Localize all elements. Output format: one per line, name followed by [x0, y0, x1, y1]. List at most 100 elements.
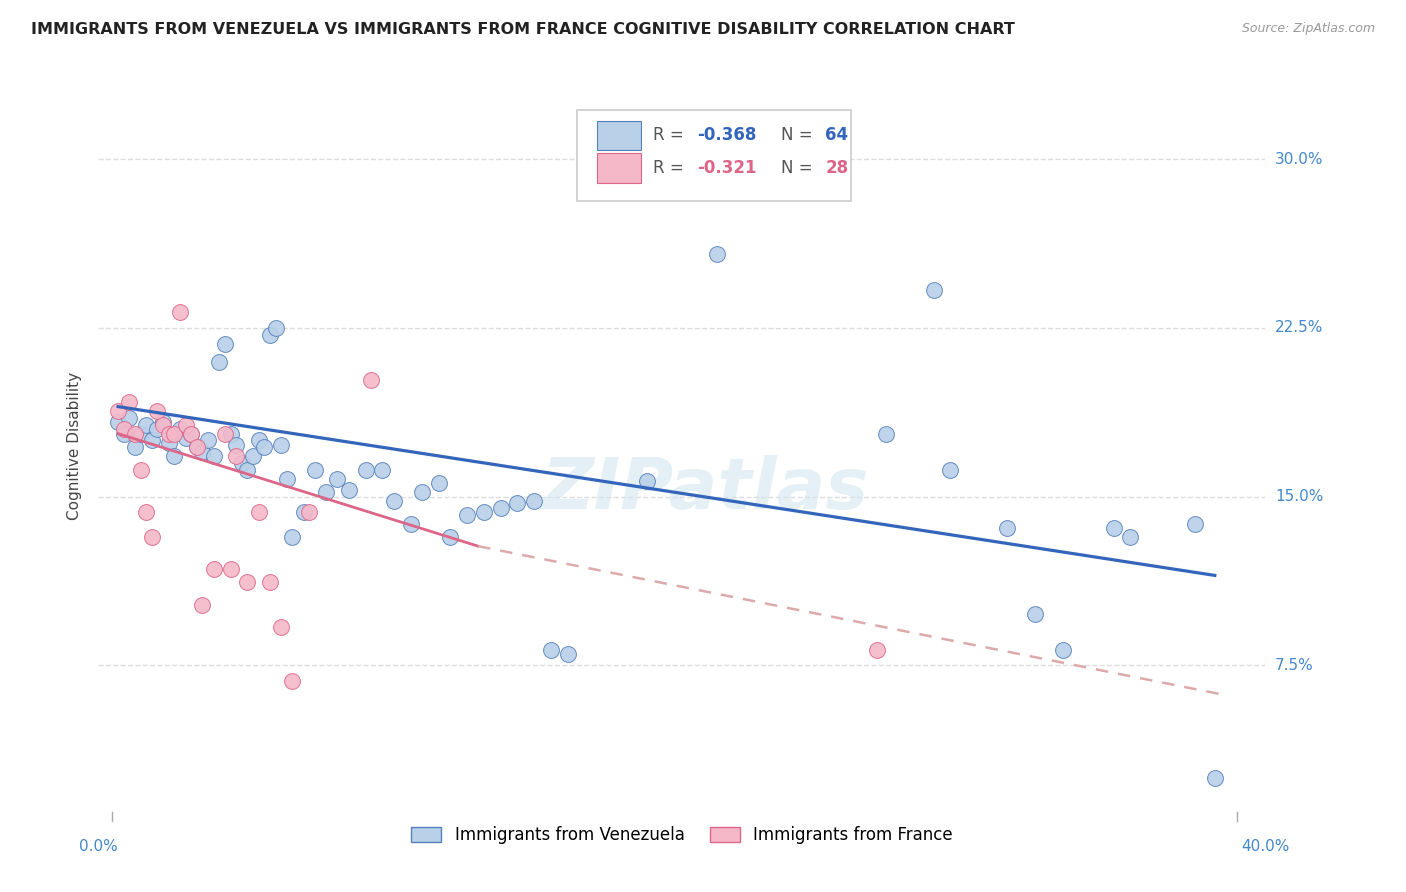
- Point: [866, 642, 889, 657]
- Point: [169, 305, 191, 319]
- Point: [180, 426, 202, 441]
- Point: [506, 496, 529, 510]
- Point: [523, 494, 546, 508]
- Text: 7.5%: 7.5%: [1275, 658, 1313, 673]
- Text: IMMIGRANTS FROM VENEZUELA VS IMMIGRANTS FROM FRANCE COGNITIVE DISABILITY CORRELA: IMMIGRANTS FROM VENEZUELA VS IMMIGRANTS …: [31, 22, 1015, 37]
- Point: [163, 426, 186, 441]
- Text: ZIPatlas: ZIPatlas: [541, 456, 869, 524]
- Point: [225, 438, 247, 452]
- Point: [292, 505, 315, 519]
- Point: [472, 505, 495, 519]
- Point: [264, 321, 287, 335]
- Point: [1024, 607, 1046, 621]
- Point: [270, 620, 292, 634]
- Point: [118, 395, 141, 409]
- Point: [225, 449, 247, 463]
- Point: [135, 417, 157, 432]
- Point: [129, 462, 152, 476]
- Point: [242, 449, 264, 463]
- Point: [259, 575, 281, 590]
- Point: [129, 426, 152, 441]
- Point: [540, 642, 562, 657]
- Point: [169, 422, 191, 436]
- Point: [270, 438, 292, 452]
- Point: [439, 530, 461, 544]
- Point: [1052, 642, 1074, 657]
- Text: 30.0%: 30.0%: [1275, 152, 1323, 167]
- Text: N =: N =: [782, 126, 818, 145]
- Point: [770, 145, 793, 160]
- Point: [995, 521, 1018, 535]
- Text: Source: ZipAtlas.com: Source: ZipAtlas.com: [1241, 22, 1375, 36]
- Point: [214, 336, 236, 351]
- Point: [197, 434, 219, 448]
- Point: [1204, 771, 1226, 785]
- Point: [382, 494, 405, 508]
- Point: [219, 562, 242, 576]
- Point: [124, 426, 146, 441]
- Point: [411, 485, 433, 500]
- FancyBboxPatch shape: [576, 110, 851, 201]
- Point: [276, 472, 298, 486]
- Point: [456, 508, 478, 522]
- Point: [1119, 530, 1142, 544]
- Point: [174, 417, 197, 432]
- Text: 28: 28: [825, 159, 849, 177]
- Point: [247, 505, 270, 519]
- Point: [259, 327, 281, 342]
- Point: [112, 422, 135, 436]
- Point: [214, 426, 236, 441]
- Point: [124, 440, 146, 454]
- Text: 0.0%: 0.0%: [79, 839, 118, 855]
- Point: [557, 647, 579, 661]
- Point: [107, 416, 129, 430]
- Point: [141, 530, 163, 544]
- Point: [208, 354, 231, 368]
- Point: [354, 462, 377, 476]
- Point: [107, 404, 129, 418]
- Point: [157, 435, 180, 450]
- Point: [337, 483, 360, 497]
- Point: [371, 462, 394, 476]
- Point: [231, 456, 253, 470]
- Point: [326, 472, 349, 486]
- Text: 22.5%: 22.5%: [1275, 320, 1323, 335]
- Point: [157, 426, 180, 441]
- Point: [236, 575, 259, 590]
- Point: [281, 530, 304, 544]
- Point: [141, 434, 163, 448]
- Text: -0.321: -0.321: [697, 159, 756, 177]
- Point: [146, 404, 169, 418]
- Point: [135, 505, 157, 519]
- Text: R =: R =: [652, 126, 689, 145]
- Point: [281, 674, 304, 689]
- Point: [236, 462, 259, 476]
- Point: [489, 500, 512, 515]
- Point: [118, 410, 141, 425]
- Text: 40.0%: 40.0%: [1241, 839, 1289, 855]
- Point: [253, 440, 276, 454]
- Point: [315, 485, 337, 500]
- Point: [360, 373, 382, 387]
- Point: [112, 426, 135, 441]
- Point: [1184, 516, 1206, 531]
- Point: [180, 426, 202, 441]
- Text: 15.0%: 15.0%: [1275, 489, 1323, 504]
- Point: [922, 283, 945, 297]
- Point: [186, 440, 208, 454]
- Point: [163, 449, 186, 463]
- Point: [152, 416, 174, 430]
- Bar: [596, 120, 641, 150]
- Point: [186, 440, 208, 454]
- Point: [875, 426, 897, 441]
- Text: N =: N =: [782, 159, 818, 177]
- Text: -0.368: -0.368: [697, 126, 756, 145]
- Point: [706, 246, 728, 260]
- Point: [152, 417, 174, 432]
- Point: [191, 444, 214, 458]
- Point: [202, 562, 225, 576]
- Point: [304, 462, 326, 476]
- Point: [219, 426, 242, 441]
- Point: [939, 462, 962, 476]
- Point: [202, 449, 225, 463]
